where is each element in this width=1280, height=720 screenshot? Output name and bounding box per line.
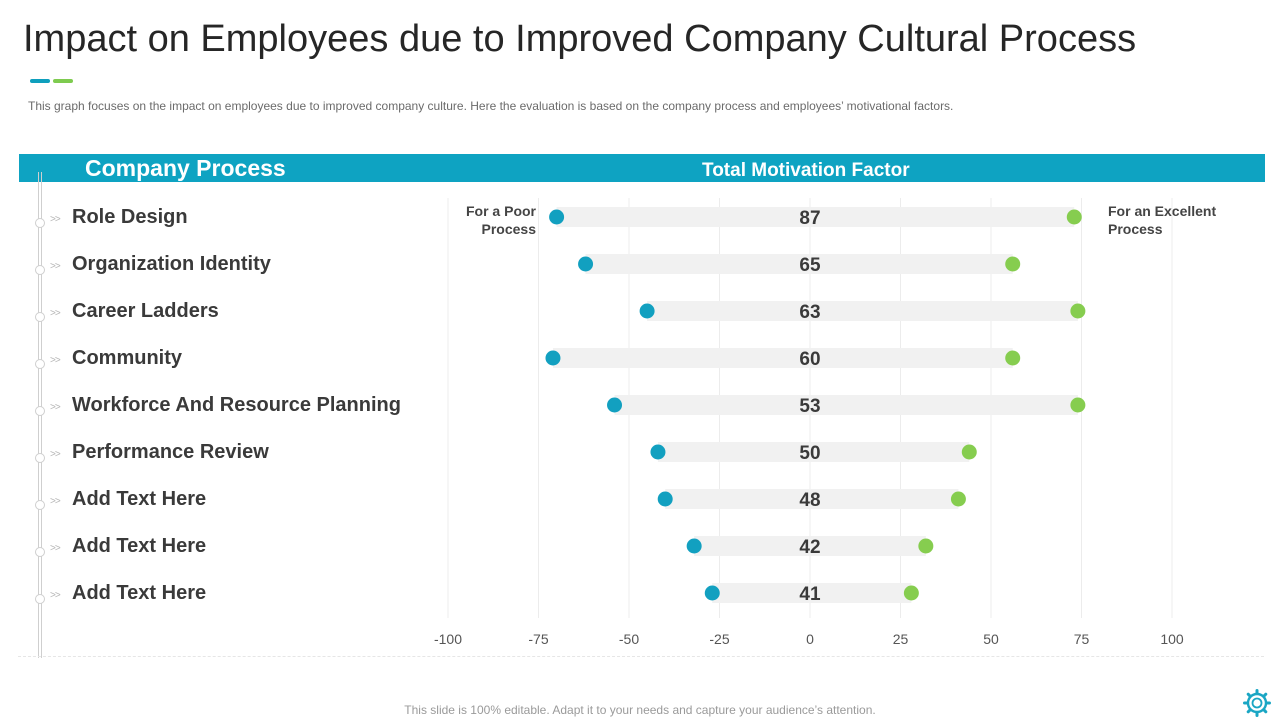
row-marker xyxy=(35,500,45,510)
poor-process-point xyxy=(686,538,702,554)
category-label: Workforce And Resource Planning xyxy=(72,394,401,416)
title-accent-blue xyxy=(30,79,50,83)
row-marker xyxy=(35,406,45,416)
excellent-process-point xyxy=(1005,350,1021,366)
excellent-process-point xyxy=(1070,397,1086,413)
category-label: Community xyxy=(72,347,182,369)
chevron-icon: >> xyxy=(50,214,61,225)
chevron-icon: >> xyxy=(50,449,61,460)
footer-note: This slide is 100% editable. Adapt it to… xyxy=(404,703,876,717)
row-marker xyxy=(35,359,45,369)
total-value-label: 53 xyxy=(799,396,820,417)
excellent-process-point xyxy=(918,538,934,554)
excellent-process-point xyxy=(1066,209,1082,225)
chevron-icon: >> xyxy=(50,261,61,272)
table-header-bar xyxy=(19,154,1265,182)
bottom-divider xyxy=(18,656,1264,657)
page-subtitle: This graph focuses on the impact on empl… xyxy=(28,99,954,113)
x-tick-label: -25 xyxy=(709,631,729,647)
poor-process-point xyxy=(578,256,594,272)
x-tick-label: 75 xyxy=(1074,631,1090,647)
excellent-process-point xyxy=(950,491,966,507)
range-bar xyxy=(712,583,912,603)
excellent-process-point xyxy=(1005,256,1021,272)
range-bar xyxy=(552,348,1013,368)
range-bar xyxy=(665,489,959,509)
row-marker xyxy=(35,265,45,275)
x-tick-label: 50 xyxy=(983,631,999,647)
poor-process-point xyxy=(650,444,666,460)
total-motivation-header: Total Motivation Factor xyxy=(702,160,910,181)
category-label: Add Text Here xyxy=(72,535,207,557)
company-process-header: Company Process xyxy=(85,155,286,181)
category-label: Add Text Here xyxy=(72,582,207,604)
category-label: Performance Review xyxy=(72,441,269,463)
poor-process-point xyxy=(607,397,623,413)
chevron-icon: >> xyxy=(50,402,61,413)
chevron-icon: >> xyxy=(50,355,61,366)
category-label: Add Text Here xyxy=(72,488,207,510)
x-tick-label: -75 xyxy=(528,631,548,647)
total-value-label: 87 xyxy=(799,208,820,229)
x-tick-label: -100 xyxy=(434,631,462,647)
total-value-label: 63 xyxy=(799,302,820,323)
range-bar xyxy=(657,442,970,462)
range-bar xyxy=(585,254,1013,274)
range-bar xyxy=(647,301,1078,321)
poor-process-point xyxy=(704,585,720,601)
category-label: Role Design xyxy=(72,206,188,228)
excellent-process-label: For an Excellent Process xyxy=(1108,203,1217,237)
chevron-icon: >> xyxy=(50,543,61,554)
poor-process-point xyxy=(545,350,561,366)
page-title: Impact on Employees due to Improved Comp… xyxy=(23,18,1137,60)
poor-process-label: For a Poor Process xyxy=(465,203,536,237)
range-bar xyxy=(556,207,1075,227)
chevron-icon: >> xyxy=(50,590,61,601)
gear-icon[interactable] xyxy=(1242,688,1272,718)
total-value-label: 48 xyxy=(799,490,820,511)
excellent-process-point xyxy=(961,444,977,460)
excellent-process-point xyxy=(903,585,919,601)
total-value-label: 50 xyxy=(799,443,820,464)
excellent-process-point xyxy=(1070,303,1086,319)
x-tick-label: 0 xyxy=(806,631,814,647)
x-tick-label: 100 xyxy=(1160,631,1184,647)
poor-process-point xyxy=(657,491,673,507)
row-marker xyxy=(35,547,45,557)
category-label: Career Ladders xyxy=(72,300,219,322)
row-marker xyxy=(35,453,45,463)
row-marker xyxy=(35,218,45,228)
poor-process-point xyxy=(549,209,565,225)
total-value-label: 65 xyxy=(799,255,821,276)
total-value-label: 42 xyxy=(799,537,820,558)
chevron-icon: >> xyxy=(50,496,61,507)
range-bar xyxy=(694,536,926,556)
total-value-label: 60 xyxy=(799,349,820,370)
chevron-icon: >> xyxy=(50,308,61,319)
title-accent-green xyxy=(53,79,73,83)
x-tick-label: 25 xyxy=(893,631,909,647)
poor-process-point xyxy=(639,303,655,319)
x-tick-label: -50 xyxy=(619,631,639,647)
row-marker xyxy=(35,312,45,322)
range-bar xyxy=(614,395,1078,415)
row-marker xyxy=(35,594,45,604)
category-label: Organization Identity xyxy=(72,253,271,275)
total-value-label: 41 xyxy=(799,584,821,605)
